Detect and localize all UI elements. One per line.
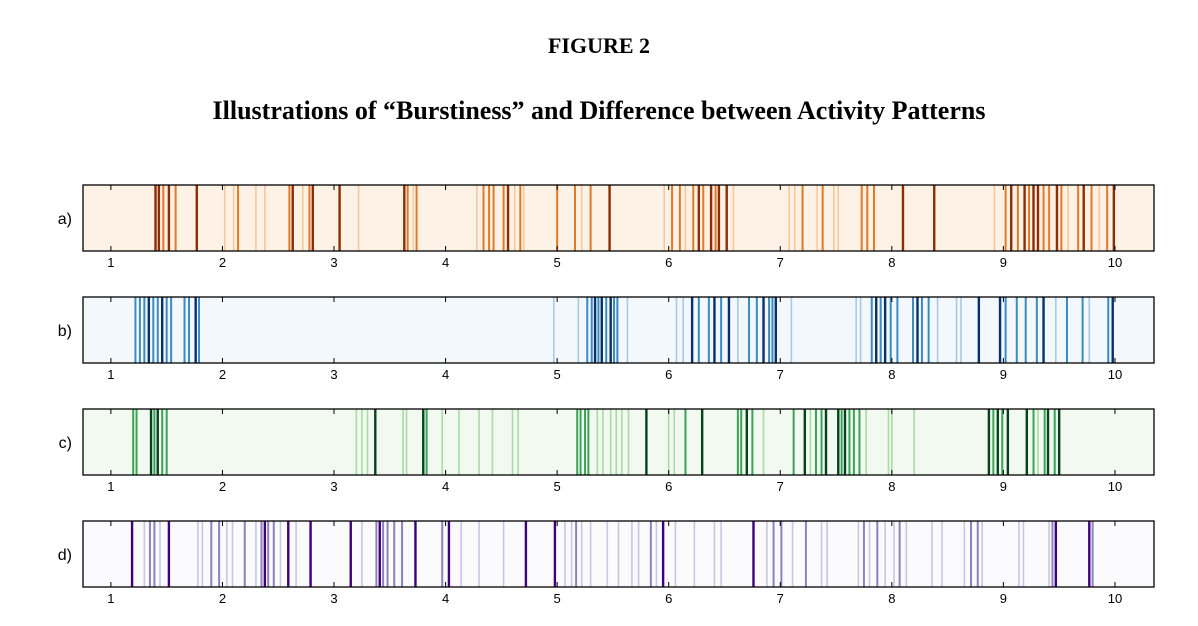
x-tick-label: 4 [442,479,449,494]
x-tick-label: 6 [665,367,672,382]
x-tick-label: 5 [554,479,561,494]
panel-d: d) 1 2 3 4 5 6 7 8 9 10 [58,520,1155,606]
panel-background [83,409,1154,475]
x-tick-label: 4 [442,591,449,606]
x-tick-label: 2 [219,367,226,382]
x-tick-label: 9 [1000,255,1007,270]
x-tick-label: 1 [107,479,114,494]
x-tick-label: 9 [1000,367,1007,382]
panel-frame [82,408,1155,476]
panel-label: c) [59,435,72,452]
x-tick-label: 7 [777,255,784,270]
x-tick-label: 4 [442,367,449,382]
x-tick-label: 9 [1000,479,1007,494]
panel-a: a) 1 2 3 4 5 6 7 8 9 10 [58,184,1155,270]
x-tick-label: 3 [330,591,337,606]
panel-c: c) 1 2 3 4 5 6 7 8 9 10 [59,408,1155,494]
x-tick-label: 6 [665,591,672,606]
x-tick-label: 2 [219,591,226,606]
x-tick-label: 3 [330,367,337,382]
x-tick-label: 8 [888,255,895,270]
x-tick-label: 5 [554,367,561,382]
x-tick-label: 8 [888,367,895,382]
x-tick-label: 5 [554,591,561,606]
x-tick-label: 1 [107,591,114,606]
x-tick-label: 9 [1000,591,1007,606]
x-tick-label: 1 [107,367,114,382]
x-tick-label: 10 [1108,479,1122,494]
x-tick-label: 10 [1108,367,1122,382]
panel-frame [82,184,1155,252]
x-tick-label: 5 [554,255,561,270]
panel-label: b) [58,323,72,340]
x-tick-label: 7 [777,367,784,382]
panel-frame [82,296,1155,364]
panel-frame [82,520,1155,588]
panel-label: a) [58,211,72,228]
x-tick-label: 4 [442,255,449,270]
x-tick-label: 7 [777,591,784,606]
x-tick-label: 3 [330,479,337,494]
figure-title: Illustrations of “Burstiness” and Differ… [212,96,986,125]
x-tick-label: 6 [665,479,672,494]
x-tick-label: 1 [107,255,114,270]
panel-background [83,185,1154,251]
x-tick-label: 7 [777,479,784,494]
x-tick-label: 10 [1108,255,1122,270]
x-tick-label: 3 [330,255,337,270]
figure-label: FIGURE 2 [547,33,651,58]
x-tick-label: 8 [888,479,895,494]
x-tick-label: 2 [219,479,226,494]
panel-background [83,297,1154,363]
panel-b: b) 1 2 3 4 5 6 7 8 9 10 [58,296,1155,382]
x-tick-label: 8 [888,591,895,606]
x-tick-label: 2 [219,255,226,270]
x-tick-label: 10 [1108,591,1122,606]
x-tick-label: 6 [665,255,672,270]
panel-label: d) [58,547,72,564]
